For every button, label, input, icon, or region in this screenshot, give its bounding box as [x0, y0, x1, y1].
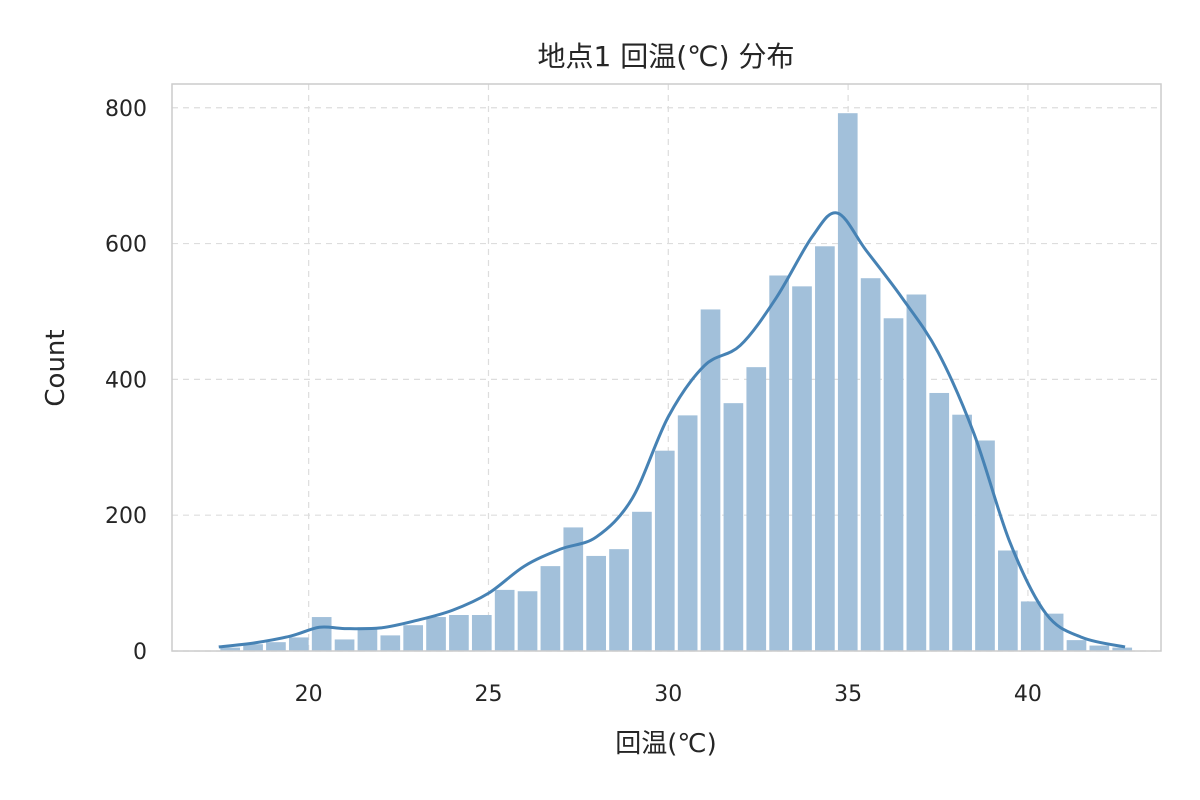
histogram-bar — [449, 615, 469, 651]
histogram-bar — [517, 591, 538, 651]
histogram-bar — [883, 318, 904, 651]
x-tick-label: 20 — [295, 682, 323, 707]
histogram-bar — [792, 286, 812, 651]
histogram-bar — [311, 617, 332, 651]
histogram-bar — [906, 294, 927, 651]
y-tick-label: 0 — [133, 640, 147, 665]
histogram-bar — [357, 627, 378, 651]
histogram-bar — [288, 637, 309, 651]
kde-line — [218, 211, 1126, 649]
histogram-bar — [815, 246, 835, 651]
histogram-bar — [1043, 613, 1064, 651]
histogram-bar — [609, 549, 629, 651]
histogram-bar — [700, 309, 721, 651]
y-axis-title: Count — [41, 329, 71, 406]
x-tick-label: 35 — [834, 682, 862, 707]
histogram-bar — [563, 527, 584, 651]
x-tick-label: 30 — [654, 682, 682, 707]
x-tick-labels: 20 25 30 35 40 — [295, 682, 1042, 707]
histogram-bar — [403, 625, 424, 651]
y-tick-label: 800 — [105, 97, 147, 122]
x-axis-title: 回温(℃) — [615, 729, 717, 759]
y-tick-label: 200 — [105, 504, 147, 529]
histogram-bar — [494, 589, 515, 651]
histogram-bar — [677, 415, 698, 651]
histogram-bar — [540, 566, 561, 651]
histogram-bar — [837, 113, 858, 652]
plot-frame — [171, 83, 1162, 652]
histogram-bar — [929, 392, 950, 651]
histogram-bar — [769, 275, 789, 651]
histogram-bar — [334, 639, 355, 651]
histogram-bar — [1020, 601, 1041, 651]
histogram-bar — [243, 644, 263, 651]
histogram-bar — [975, 440, 995, 651]
y-tick-label: 600 — [105, 233, 147, 258]
histogram-bar — [952, 414, 972, 651]
histogram-bar — [1066, 640, 1087, 651]
histogram-bar — [471, 615, 492, 651]
histogram-bar — [380, 635, 401, 651]
histogram-bar — [220, 647, 241, 651]
x-tick-label: 40 — [1014, 682, 1042, 707]
histogram-bar — [654, 450, 675, 651]
histogram-bar — [860, 278, 881, 651]
histogram-bar — [1112, 647, 1133, 651]
chart-title: 地点1 回温(℃) 分布 — [538, 40, 795, 73]
histogram-bar — [632, 511, 652, 651]
kde-curve-layer — [218, 211, 1126, 649]
y-tick-labels: 0 200 400 600 800 — [105, 97, 147, 665]
histogram-bar — [586, 555, 606, 651]
histogram-bar — [1089, 645, 1110, 651]
histogram-bar — [746, 367, 767, 651]
histogram-bars — [220, 113, 1133, 652]
y-tick-label: 400 — [105, 368, 147, 393]
histogram-bar — [998, 550, 1018, 651]
histogram-bar — [723, 403, 744, 651]
x-tick-label: 25 — [474, 682, 502, 707]
histogram-bar — [426, 617, 446, 651]
histogram-bar — [266, 642, 286, 651]
